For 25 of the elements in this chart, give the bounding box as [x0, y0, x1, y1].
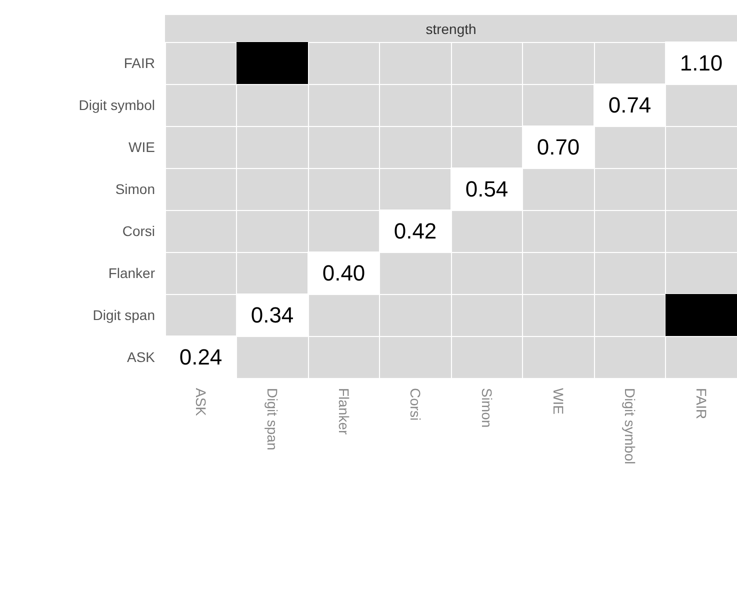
x-tick-label: FAIR — [693, 388, 710, 420]
x-tick-label: Corsi — [407, 388, 424, 421]
y-tick-label: FAIR — [124, 55, 155, 71]
data-label: 0.42 — [394, 218, 437, 244]
x-tick-label: Flanker — [336, 388, 352, 436]
y-tick-label: Digit span — [92, 307, 155, 323]
data-label: 0.54 — [465, 176, 508, 202]
data-label: 1.10 — [680, 50, 723, 76]
data-label: 0.34 — [250, 302, 294, 328]
y-tick-label: WIE — [128, 139, 155, 155]
y-tick-label: Digit symbol — [78, 97, 155, 113]
x-tick-label: ASK — [192, 388, 209, 417]
x-tick-label: Digit symbol — [622, 388, 638, 464]
chart-title: strength — [165, 15, 737, 42]
y-tick-label: ASK — [126, 349, 156, 365]
y-tick-label: Corsi — [122, 223, 155, 239]
x-tick-label: Simon — [478, 388, 495, 428]
y-tick-label: Flanker — [108, 265, 156, 281]
data-label: 0.70 — [536, 134, 580, 160]
data-label: 0.40 — [322, 260, 366, 286]
y-tick-label: Simon — [115, 181, 155, 197]
data-label: 0.74 — [608, 92, 652, 118]
x-tick-label: Digit span — [264, 388, 280, 450]
data-label: 0.24 — [179, 344, 222, 370]
x-tick-label: WIE — [550, 388, 566, 414]
